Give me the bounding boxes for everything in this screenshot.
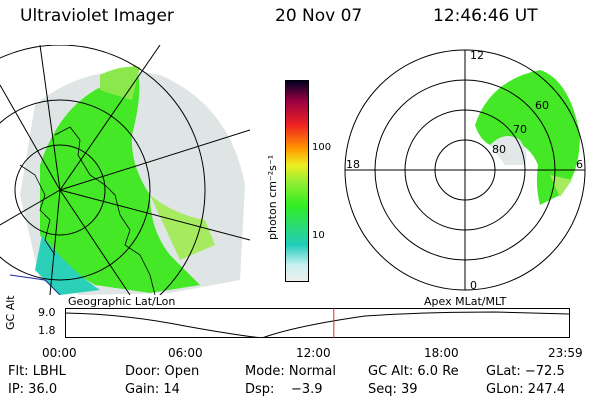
timeline-x-tick: 12:00 — [296, 346, 331, 360]
timeline-y-tick: 1.8 — [38, 324, 56, 337]
glon-status: GLon: 247.4 — [486, 382, 566, 397]
mode-status: Mode: Normal — [245, 364, 336, 379]
colorbar-tick-label: 100 — [312, 142, 332, 153]
mlt-label-right: 6 — [576, 158, 583, 171]
timeline-right-caption: Apex MLat/MLT — [424, 295, 507, 308]
mlt-label-bottom: 0 — [470, 279, 477, 292]
altitude-timeline — [64, 308, 570, 339]
dsp-status: Dsp: −3.9 — [245, 382, 323, 397]
timeline-x-tick: 18:00 — [424, 346, 459, 360]
lat-label: 80 — [492, 143, 506, 156]
seq-status: Seq: 39 — [368, 382, 418, 397]
timeline-x-tick: 23:59 — [548, 346, 583, 360]
date-label: 20 Nov 07 — [275, 6, 363, 26]
coastline — [54, 126, 156, 295]
geographic-image-panel — [0, 45, 250, 295]
glat-status: GLat: −72.5 — [486, 364, 565, 379]
lat-label: 60 — [535, 99, 549, 112]
gc-alt-status: GC Alt: 6.0 Re — [368, 364, 459, 379]
colorbar-tick-label: 10 — [312, 230, 325, 241]
filter-status: Flt: LBHL — [8, 364, 66, 379]
timeline-x-tick: 06:00 — [168, 346, 203, 360]
colorbar-ticks: 100 10 — [310, 80, 340, 280]
aurora-oval-region — [40, 65, 200, 293]
timeline-y-tick: 9.0 — [38, 306, 56, 319]
ip-status: IP: 36.0 — [8, 382, 58, 397]
latitude-circle — [0, 99, 151, 281]
latitude-circle — [14, 144, 106, 236]
colorbar — [285, 80, 309, 282]
mlt-label-left: 18 — [346, 158, 360, 171]
timeline-x-tick: 00:00 — [42, 346, 77, 360]
mlt-label-top: 12 — [470, 49, 484, 62]
gain-status: Gain: 14 — [125, 382, 180, 397]
altitude-curve — [64, 311, 570, 339]
timeline-left-caption: Geographic Lat/Lon — [68, 295, 176, 308]
timeline-y-title: GC Alt — [4, 295, 17, 330]
instrument-title: Ultraviolet Imager — [20, 6, 174, 26]
lat-label: 70 — [513, 123, 527, 136]
colorbar-unit-label: photon cm⁻²s⁻¹ — [266, 154, 279, 240]
latitude-circle — [0, 45, 206, 295]
time-label: 12:46:46 UT — [433, 6, 538, 26]
polar-mlat-mlt-panel: 12 18 6 0 60 70 80 — [340, 45, 590, 295]
door-status: Door: Open — [125, 364, 200, 379]
aurora-oval-region — [475, 70, 580, 205]
